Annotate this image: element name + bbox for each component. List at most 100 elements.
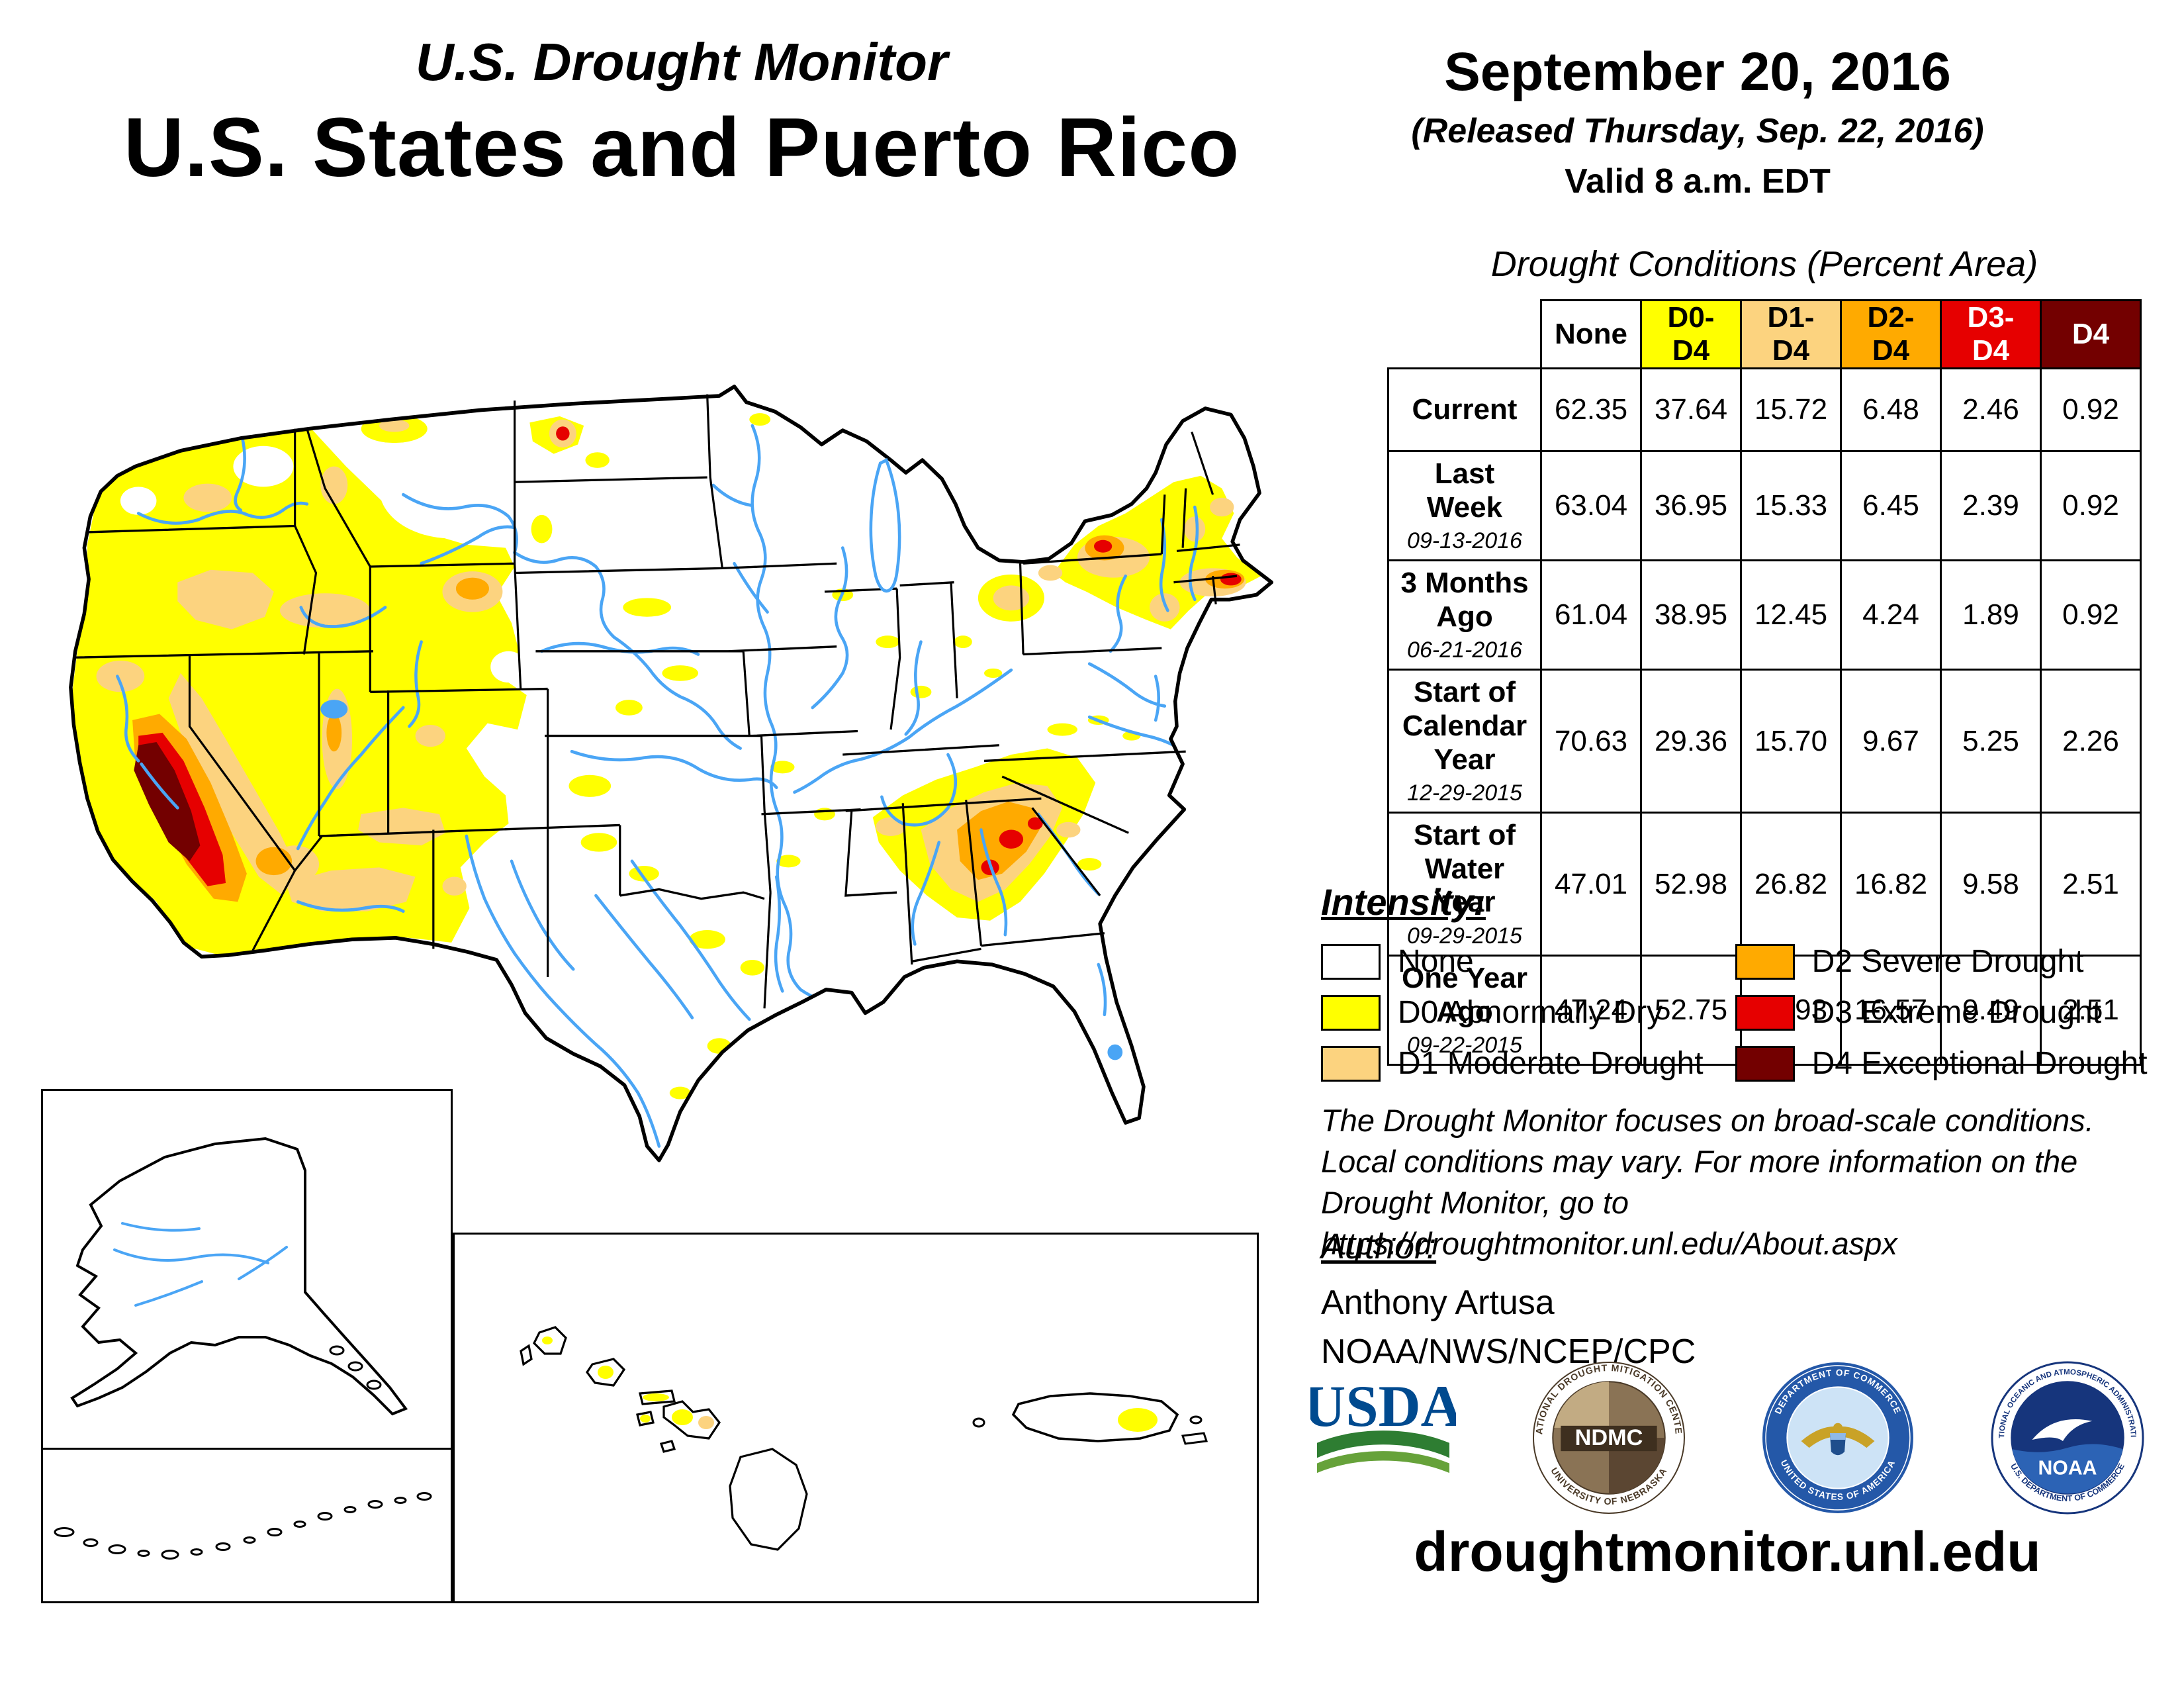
cell-last-week-d1-d4: 15.33 [1740, 449, 1842, 562]
cell-one-year-ago-d0-d4: 52.75 [1640, 954, 1742, 1066]
legend-swatch-d2-severe-drought [1735, 943, 1795, 980]
ndmc-banner [1561, 1425, 1657, 1452]
puerto-rico-map [972, 1392, 1208, 1445]
column-header-d1-d4: D1-D4 [1740, 299, 1842, 369]
disclaimer-line: Local conditions may vary. For more info… [1321, 1144, 2078, 1180]
puerto-rico-inset [944, 1233, 1259, 1603]
ndmc-field-wedge [1608, 1438, 1665, 1494]
disclaimer-text: The Drought Monitor focuses on broad-sca… [1321, 1100, 2184, 1264]
column-header-d2-d4: D2-D4 [1840, 299, 1942, 369]
cell-one-year-ago-d4: 2.51 [2040, 954, 2142, 1066]
table-row-3-months-ago: 3 Months Ago 06-21-2016 61.04 38.95 12.45 4.2… [1387, 559, 2142, 671]
agency-logos: USDA NATIONAL DROUGHT MITIGATION CENTER … [1310, 1361, 2144, 1515]
cell-start-of-calendar-year-d4: 2.26 [2040, 669, 2142, 814]
date-block: September 20, 2016 (Released Thursday, S… [1317, 41, 2078, 201]
noaa-ocean [2012, 1444, 2123, 1494]
cell-one-year-ago-d2-d4: 16.57 [1840, 954, 1942, 1066]
intensity-legend: Intensity: None D0 Abnormally Dry D1 Moder… [1321, 880, 2148, 1082]
website-url: droughtmonitor.unl.edu [1414, 1521, 2041, 1583]
hawaii-islands [520, 1326, 808, 1551]
disclaimer-line: Drought Monitor, go to https://droughtmo… [1321, 1185, 1897, 1262]
ndmc-sky-wedge [1553, 1382, 1609, 1428]
cell-start-of-water-year-d3-d4: 9.58 [1940, 812, 2042, 957]
cell-last-week-d2-d4: 6.45 [1840, 449, 1942, 562]
cell-start-of-water-year-d0-d4: 52.98 [1640, 812, 1742, 957]
cell-start-of-water-year-d4: 2.51 [2040, 812, 2142, 957]
aleutian-islands-inset [41, 1448, 453, 1603]
alaska-map [70, 1137, 408, 1416]
aleutian-islands-map [54, 1492, 432, 1560]
column-header-d3-d4: D3-D4 [1940, 299, 2042, 369]
cell-current-none: 62.35 [1540, 367, 1642, 452]
disclaimer-line: The Drought Monitor focuses on broad-sca… [1321, 1103, 2094, 1138]
cell-last-week-none: 63.04 [1540, 449, 1642, 562]
legend-grid: None D0 Abnormally Dry D1 Moderate Drought… [1321, 943, 2148, 1082]
title-block: U.S. Drought Monitor U.S. States and Pue… [0, 32, 1363, 195]
cell-last-week-d0-d4: 36.95 [1640, 449, 1742, 562]
cell-start-of-calendar-year-d0-d4: 29.36 [1640, 669, 1742, 814]
cell-current-d3-d4: 2.46 [1940, 367, 2042, 452]
legend-item-d3-extreme-drought: D3 Extreme Drought [1735, 994, 2148, 1031]
cell-3-months-ago-none: 61.04 [1540, 559, 1642, 671]
author-name: Anthony Artusa [1321, 1284, 1555, 1322]
conus-coastline [69, 385, 1273, 1162]
author-block: Author: Anthony Artusa NOAA/NWS/NCEP/CPC [1321, 1226, 1696, 1372]
row-label-current: Current [1387, 367, 1542, 452]
cell-last-week-d3-d4: 2.39 [1940, 449, 2042, 562]
alaska-inset [41, 1089, 453, 1450]
table-title: Drought Conditions (Percent Area) [1490, 244, 2038, 284]
table-row-start-of-water-year: Start of Water Year 09-29-2015 47.01 52.98 2… [1387, 812, 2142, 957]
hawaii-map [520, 1326, 808, 1551]
legend-item-none: None [1321, 943, 1704, 980]
row-label-one-year-ago: One Year Ago 09-22-2015 [1387, 954, 1542, 1066]
legend-swatch-d0-abnormally-dry [1321, 994, 1381, 1031]
legend-label-none: None [1398, 944, 1474, 979]
cell-current-d2-d4: 6.48 [1840, 367, 1942, 452]
cell-start-of-calendar-year-d3-d4: 5.25 [1940, 669, 2042, 814]
cell-start-of-calendar-year-d1-d4: 15.70 [1740, 669, 1842, 814]
state-borders [73, 394, 1240, 1009]
legend-item-d2-severe-drought: D2 Severe Drought [1735, 943, 2148, 980]
commerce-seal: DEPARTMENT OF COMMERCE UNITED STATES OF … [1762, 1362, 1914, 1513]
cell-one-year-ago-none: 47.24 [1540, 954, 1642, 1066]
table-header-row: None D0-D4 D1-D4 D2-D4 D3-D4 D4 [1388, 299, 2142, 369]
commerce-eagle-head [1833, 1423, 1843, 1432]
legend-label-d0-abnormally-dry: D0 Abnormally Dry [1398, 995, 1663, 1030]
legend-swatch-none [1321, 943, 1381, 980]
table-row-start-of-calendar-year: Start of Calendar Year 12-29-2015 70.63 29.… [1387, 669, 2142, 814]
usda-logo-text: USDA [1310, 1374, 1456, 1439]
cell-start-of-water-year-d2-d4: 16.82 [1840, 812, 1942, 957]
puerto-rico-outlying-islands [972, 1415, 1208, 1445]
cell-last-week-d4: 0.92 [2040, 449, 2142, 562]
cell-start-of-calendar-year-d2-d4: 9.67 [1840, 669, 1942, 814]
hawaii-inset [453, 1233, 946, 1603]
legend-label-d4-exceptional-drought: D4 Exceptional Drought [1811, 1046, 2148, 1081]
corner-cell [1388, 300, 1541, 369]
usda-logo: USDA [1310, 1374, 1456, 1474]
cell-3-months-ago-d3-d4: 1.89 [1940, 559, 2042, 671]
legend-swatch-d1-moderate-drought [1321, 1045, 1381, 1082]
table-row-current: Current 62.35 37.64 15.72 6.48 2.46 0.92 [1387, 367, 2142, 452]
lake-michigan [869, 457, 901, 593]
column-header-none: None [1540, 299, 1642, 369]
noaa-seabird [2032, 1419, 2093, 1442]
drought-d4-regions [134, 742, 201, 861]
cell-start-of-water-year-d1-d4: 26.82 [1740, 812, 1842, 957]
alaska-rivers [113, 1222, 288, 1307]
noaa-logo-text: NOAA [2038, 1457, 2097, 1479]
puerto-rico-drought-d0 [1118, 1408, 1158, 1432]
row-label-last-week: Last Week 09-13-2016 [1387, 449, 1542, 562]
alaska-landmass [70, 1137, 408, 1416]
cell-current-d0-d4: 37.64 [1640, 367, 1742, 452]
page-title: U.S. States and Puerto Rico [123, 101, 1240, 194]
legend-label-d2-severe-drought: D2 Severe Drought [1811, 944, 2084, 979]
ndmc-logo: NATIONAL DROUGHT MITIGATION CENTER UNIVE… [1532, 1361, 1685, 1514]
small-lakes [320, 700, 1123, 1060]
cell-one-year-ago-d3-d4: 9.49 [1940, 954, 2042, 1066]
author-organization: NOAA/NWS/NCEP/CPC [1321, 1333, 1696, 1371]
usda-swoosh-dark [1316, 1430, 1450, 1458]
cell-3-months-ago-d2-d4: 4.24 [1840, 559, 1942, 671]
noaa-logo: NATIONAL OCEANIC AND ATMOSPHERIC ADMINIS… [1991, 1361, 2144, 1515]
report-type-title: U.S. Drought Monitor [415, 32, 948, 91]
cell-start-of-water-year-none: 47.01 [1540, 812, 1642, 957]
